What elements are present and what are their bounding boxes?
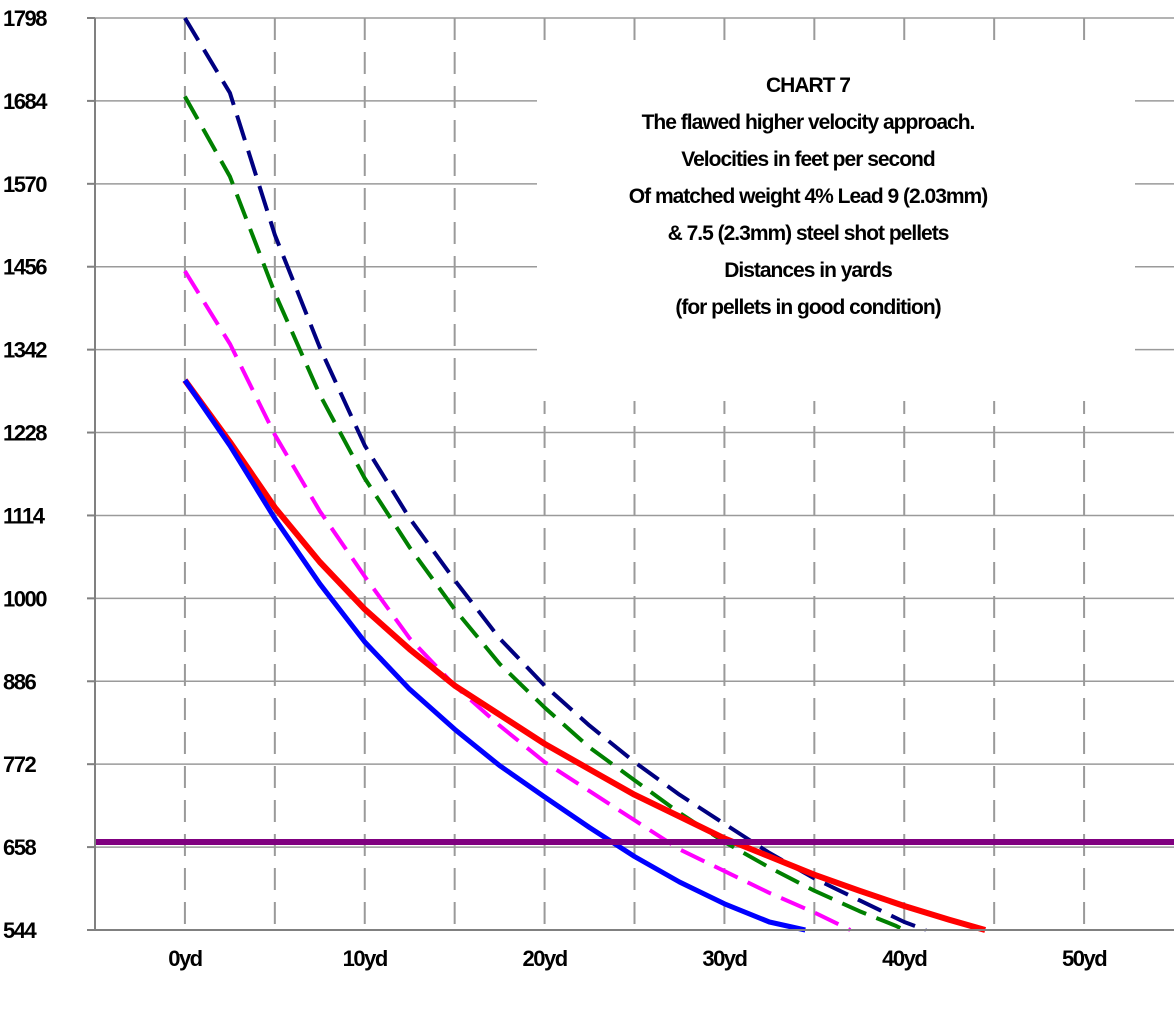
y-tick-label: 1684 [3,89,48,114]
chart-title-line: (for pellets in good condition) [675,296,940,319]
x-tick-labels: 0yd 10yd 20yd 30yd 40yd 50yd [168,946,1108,971]
chart-title-line: Of matched weight 4% Lead 9 (2.03mm) [629,185,987,208]
x-tick-label: 10yd [343,946,387,971]
series-line-5 [182,378,806,933]
grid-layer [95,17,1174,930]
series-line-3 [183,270,852,932]
series-line-4 [182,378,987,933]
chart-title: CHART 7 The flawed higher velocity approa… [629,74,988,319]
series-line-1 [183,16,927,932]
y-tick-label: 1798 [3,6,47,31]
y-tick-label: 1570 [3,172,47,197]
chart-title-line: CHART 7 [766,74,850,97]
x-tick-label: 30yd [702,946,746,971]
x-tick-label: 40yd [882,946,926,971]
series-line-2 [183,95,906,932]
y-tick-label: 1342 [3,338,47,363]
y-tick-label: 772 [3,752,36,777]
y-tick-label: 886 [3,669,36,694]
chart-title-background [537,46,1135,401]
x-tick-label: 20yd [523,946,567,971]
chart-title-line: Distances in yards [724,259,892,282]
y-tick-labels: 544 658 772 886 1000 1114 1228 1342 1456 1570 1684… [3,6,50,943]
y-tick-label: 1228 [3,421,47,446]
x-tick-label: 0yd [168,946,201,971]
chart-title-line: Velocities in feet per second [681,148,935,171]
y-tick-label: 658 [3,835,36,860]
y-tick-label: 544 [3,918,37,943]
chart-title-line: The flawed higher velocity approach. [642,111,975,134]
y-tick-label: 1456 [3,255,47,280]
x-tick-label: 50yd [1062,946,1106,971]
chart-title-line: & 7.5 (2.3mm) steel shot pellets [668,222,949,245]
y-tick-label: 1114 [3,503,46,528]
y-tick-label: 1000 [3,586,47,611]
series-layer [95,16,1174,933]
axis-layer [87,17,1174,931]
